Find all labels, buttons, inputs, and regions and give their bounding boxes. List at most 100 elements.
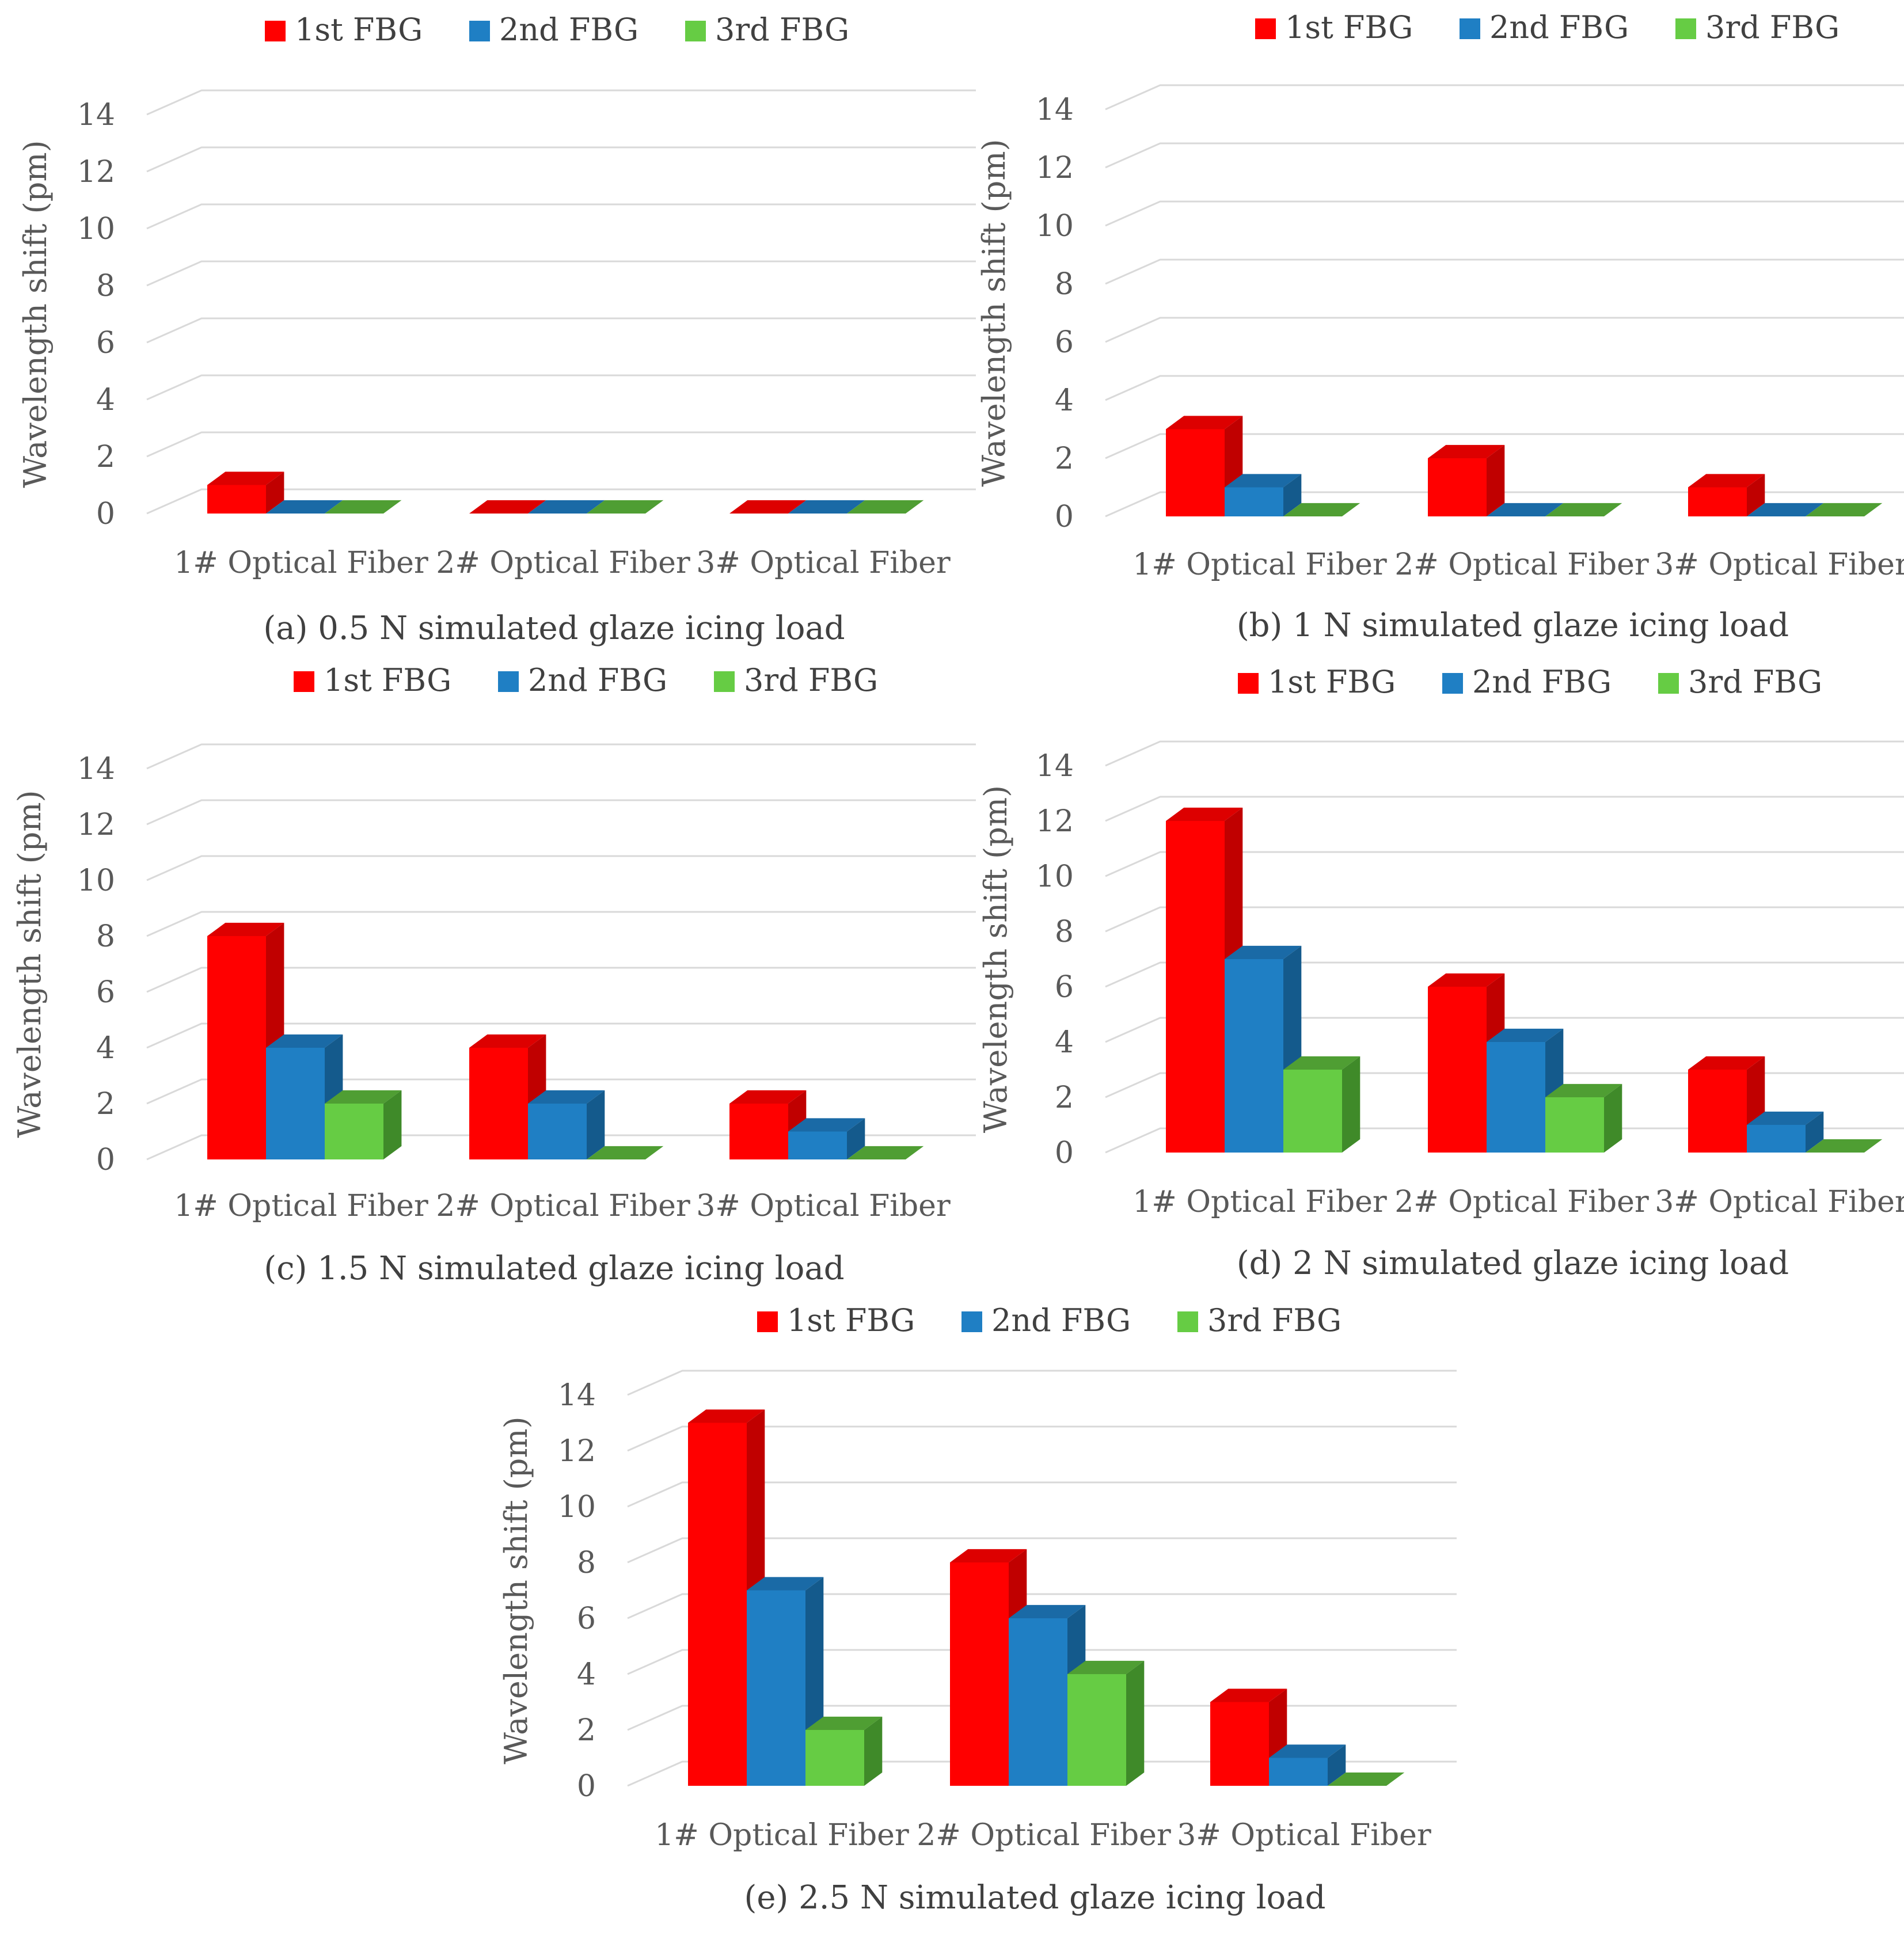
x-category-label: 3# Optical Fiber	[696, 1189, 951, 1223]
legend-entry-label: 2nd FBG	[499, 12, 639, 48]
legend-entry-label: 3rd FBG	[744, 662, 878, 698]
gridline	[627, 1370, 1457, 1396]
gridline	[627, 1537, 1457, 1564]
bar-top-face	[1067, 1660, 1145, 1674]
bar-top-face	[805, 1716, 883, 1730]
y-tick-label: 10	[77, 212, 115, 246]
gridline	[146, 260, 976, 287]
legend-entry-label: 3rd FBG	[715, 12, 849, 48]
legend-swatch	[757, 1311, 778, 1332]
bar-b-2-3	[1545, 503, 1622, 516]
bar-b-2-2	[1487, 503, 1564, 516]
y-axis-label: Wavelength shift (pm)	[498, 1416, 534, 1764]
x-category-label: 2# Optical Fiber	[436, 546, 690, 580]
bar-front-face	[747, 1590, 805, 1786]
gridline	[146, 1078, 976, 1105]
bar-side-face	[1342, 1056, 1360, 1153]
gridline	[1105, 375, 1904, 401]
legend-entry-label: 1st FBG	[324, 662, 451, 698]
chart-panel-b: 0 2 4 6 8 10 12 14 Wavelength shift (pm) 1# Optic…	[976, 9, 1904, 644]
bar-top-face	[1166, 807, 1243, 821]
bar-side-face	[1747, 474, 1765, 516]
legend-swatch	[1658, 673, 1679, 694]
y-tick-label: 12	[77, 155, 115, 189]
bar-c-2-2	[528, 1090, 605, 1159]
bar-c-3-3	[847, 1146, 924, 1159]
bar-e-3-3	[1328, 1772, 1405, 1786]
bar-a-3-1	[729, 500, 807, 514]
bar-top-face	[847, 1146, 924, 1159]
y-tick-label: 0	[96, 497, 115, 531]
y-tick-label: 4	[1055, 1025, 1074, 1060]
y-tick-label: 14	[558, 1378, 596, 1413]
bar-b-3-2	[1747, 503, 1824, 516]
y-tick-label: 8	[1055, 267, 1074, 302]
bar-front-face	[1225, 959, 1283, 1153]
bar-top-face	[1487, 503, 1564, 516]
y-tick-label: 12	[558, 1434, 596, 1469]
gridline	[1105, 796, 1904, 822]
y-axis-label: Wavelength shift (pm)	[17, 140, 54, 488]
legend-swatch	[265, 21, 286, 41]
y-tick-label: 14	[1036, 93, 1074, 127]
y-axis-label: Wavelength shift (pm)	[12, 790, 48, 1138]
y-tick-label: 4	[96, 1031, 115, 1066]
gridline	[146, 89, 976, 116]
gridline	[146, 431, 976, 458]
bar-top-face	[1806, 1139, 1883, 1153]
bar-top-face	[1688, 474, 1765, 488]
y-tick-label: 0	[1055, 1136, 1074, 1170]
y-tick-label: 14	[1036, 749, 1074, 784]
bar-c-1-2	[266, 1034, 343, 1159]
bar-top-face	[729, 1090, 807, 1104]
bar-top-face	[587, 500, 664, 514]
x-category-label: 2# Optical Fiber	[1394, 547, 1649, 582]
gridline	[627, 1481, 1457, 1508]
y-tick-label: 0	[96, 1143, 115, 1177]
gridline	[146, 855, 976, 881]
y-tick-label: 12	[1036, 151, 1074, 185]
bar-b-2-1	[1428, 444, 1505, 516]
x-category-label: 1# Optical Fiber	[174, 1189, 428, 1223]
bar-front-face	[207, 936, 266, 1159]
bar-d-1-3	[1283, 1056, 1360, 1153]
x-category-label: 3# Optical Fiber	[1655, 547, 1904, 582]
legend-swatch	[1177, 1311, 1198, 1332]
bar-top-face	[1487, 1028, 1564, 1042]
bar-top-face	[528, 500, 605, 514]
bar-a-2-2	[528, 500, 605, 514]
bar-top-face	[469, 500, 546, 514]
bar-top-face	[587, 1146, 664, 1159]
chart-panel-c: 0 2 4 6 8 10 12 14 Wavelength shift (pm) 1# Optic…	[12, 662, 976, 1287]
bar-front-face	[1747, 1125, 1806, 1153]
bar-front-face	[805, 1730, 864, 1786]
bar-top-face	[207, 471, 284, 485]
bar-c-2-3	[587, 1146, 664, 1159]
legend-entry-label: 2nd FBG	[991, 1302, 1131, 1338]
bar-e-1-3	[805, 1716, 883, 1786]
y-tick-label: 8	[96, 919, 115, 954]
legend-c: 1st FBG 2nd FBG 3rd FBG	[294, 662, 878, 698]
y-axis-label: Wavelength shift (pm)	[978, 785, 1014, 1133]
bar-top-face	[469, 1034, 546, 1048]
bar-top-face	[1428, 973, 1505, 987]
gridline	[627, 1705, 1457, 1731]
legend-swatch	[1255, 18, 1276, 39]
legend-swatch	[294, 671, 314, 692]
bar-c-1-3	[325, 1090, 402, 1159]
gridline	[1105, 491, 1904, 518]
bar-top-face	[788, 500, 865, 514]
bar-front-face	[207, 485, 266, 514]
y-tick-label: 4	[96, 383, 115, 417]
bar-c-3-2	[788, 1118, 865, 1159]
bar-e-1-1	[688, 1409, 765, 1786]
gridline	[146, 799, 976, 826]
x-category-label: 3# Optical Fiber	[1177, 1818, 1431, 1853]
gridline	[1105, 258, 1904, 285]
legend-entry-label: 1st FBG	[1285, 9, 1413, 45]
x-category-label: 1# Optical Fiber	[174, 546, 428, 580]
legend-b: 1st FBG 2nd FBG 3rd FBG	[1255, 9, 1840, 45]
bar-top-face	[1747, 503, 1824, 516]
legend-entry-label: 3rd FBG	[1705, 9, 1840, 45]
